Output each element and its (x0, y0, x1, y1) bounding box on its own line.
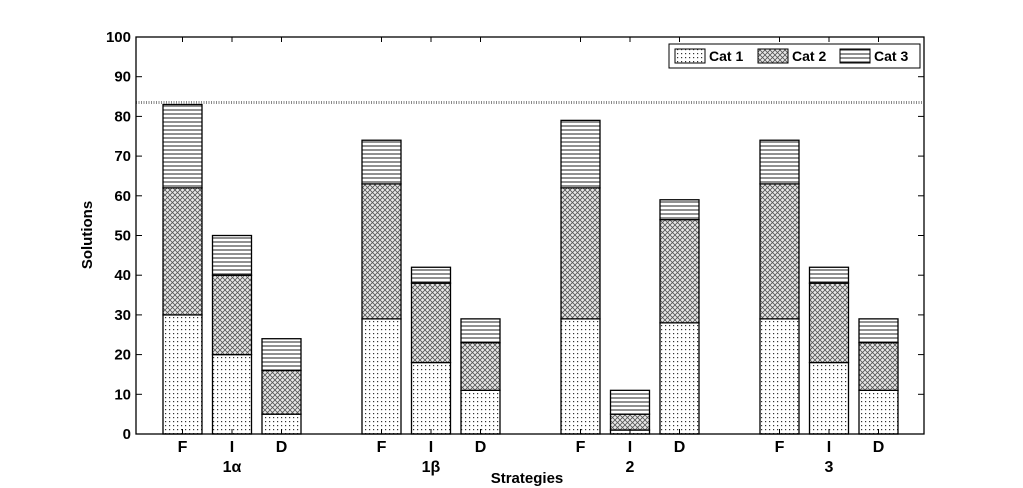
y-tick-label: 40 (114, 267, 131, 284)
bar-2-F-series-2 (560, 187, 601, 320)
bar-1α-I-series-3 (211, 234, 253, 276)
y-tick-label: 30 (114, 307, 131, 324)
bar-3-F-series-2 (759, 183, 800, 320)
bar-3-D-series-2 (858, 342, 899, 391)
bar-1α-D-series-3 (261, 338, 302, 372)
y-tick-label: 20 (114, 347, 131, 364)
bar-1α-I-series-2 (211, 274, 253, 356)
x-tick-label: F (775, 439, 785, 456)
bar-1α-F-series-3 (162, 103, 203, 189)
bar-1β-D-series-2 (460, 342, 501, 391)
x-tick-label: D (475, 439, 487, 456)
y-axis: 0 10 20 30 40 50 60 70 80 90 100 (106, 29, 924, 443)
legend-label-series-1: Cat 1 (709, 48, 743, 64)
bar-1α-D-series-2 (261, 369, 302, 415)
x-axis-title: Strategies (491, 470, 564, 487)
bar-3-D-series-1 (858, 389, 899, 435)
x-tick-label: I (827, 439, 831, 456)
x-tick-label: F (576, 439, 586, 456)
x-tick-label: I (230, 439, 234, 456)
bars-layer (162, 103, 899, 435)
x-tick-label: D (276, 439, 288, 456)
bar-1β-F-series-2 (361, 183, 402, 320)
group-label: 2 (626, 459, 635, 476)
bar-1β-D-series-1 (460, 389, 501, 435)
legend: Cat 1 Cat 2 Cat 3 (668, 43, 921, 69)
y-tick-label: 10 (114, 386, 131, 403)
group-label: 1α (223, 459, 242, 476)
bar-2-D-series-3 (659, 199, 700, 221)
y-axis-title: Solutions (79, 201, 96, 269)
y-tick-label: 80 (114, 108, 131, 125)
bar-3-F-series-1 (759, 318, 800, 435)
bar-3-D-series-3 (858, 318, 899, 344)
bar-2-F-series-3 (560, 119, 601, 189)
bar-1α-F-series-1 (162, 314, 203, 435)
bar-2-D-series-2 (659, 218, 700, 324)
bar-1β-I-series-3 (410, 266, 452, 284)
bar-1β-I-series-1 (410, 361, 452, 435)
bar-1β-D-series-3 (460, 318, 501, 344)
legend-swatch-series-2 (757, 48, 789, 64)
x-axis: F I D 1α F I D 1β F I D 2 F I D 3 (178, 37, 885, 476)
y-tick-label: 100 (106, 29, 131, 46)
bar-1β-F-series-1 (361, 318, 402, 435)
bar-2-I-series-2 (609, 413, 651, 431)
x-tick-label: F (377, 439, 387, 456)
bar-2-I-series-3 (609, 389, 651, 415)
group-label: 3 (825, 459, 834, 476)
y-tick-label: 70 (114, 148, 131, 165)
bar-3-I-series-3 (808, 266, 850, 284)
plot-area (136, 37, 924, 434)
bar-1α-F-series-2 (162, 187, 203, 316)
x-tick-label: I (429, 439, 433, 456)
bar-2-F-series-1 (560, 318, 601, 435)
y-tick-label: 0 (123, 426, 131, 443)
y-tick-label: 50 (114, 228, 131, 245)
bar-1β-I-series-2 (410, 282, 452, 364)
legend-swatch-series-1 (674, 48, 706, 64)
bar-1α-I-series-1 (211, 353, 253, 435)
legend-label-series-2: Cat 2 (792, 48, 826, 64)
x-tick-label: D (873, 439, 885, 456)
bar-2-D-series-1 (659, 322, 700, 435)
legend-label-series-3: Cat 3 (874, 48, 908, 64)
legend-box (668, 43, 921, 69)
bar-3-F-series-3 (759, 139, 800, 185)
x-tick-label: I (628, 439, 632, 456)
group-label: 1β (422, 459, 441, 476)
bar-3-I-series-1 (808, 361, 850, 435)
bar-1β-F-series-3 (361, 139, 402, 185)
y-tick-label: 90 (114, 69, 131, 86)
x-tick-label: F (178, 439, 188, 456)
x-tick-label: D (674, 439, 686, 456)
y-tick-label: 60 (114, 188, 131, 205)
bar-3-I-series-2 (808, 282, 850, 364)
legend-swatch-series-3 (839, 48, 871, 64)
